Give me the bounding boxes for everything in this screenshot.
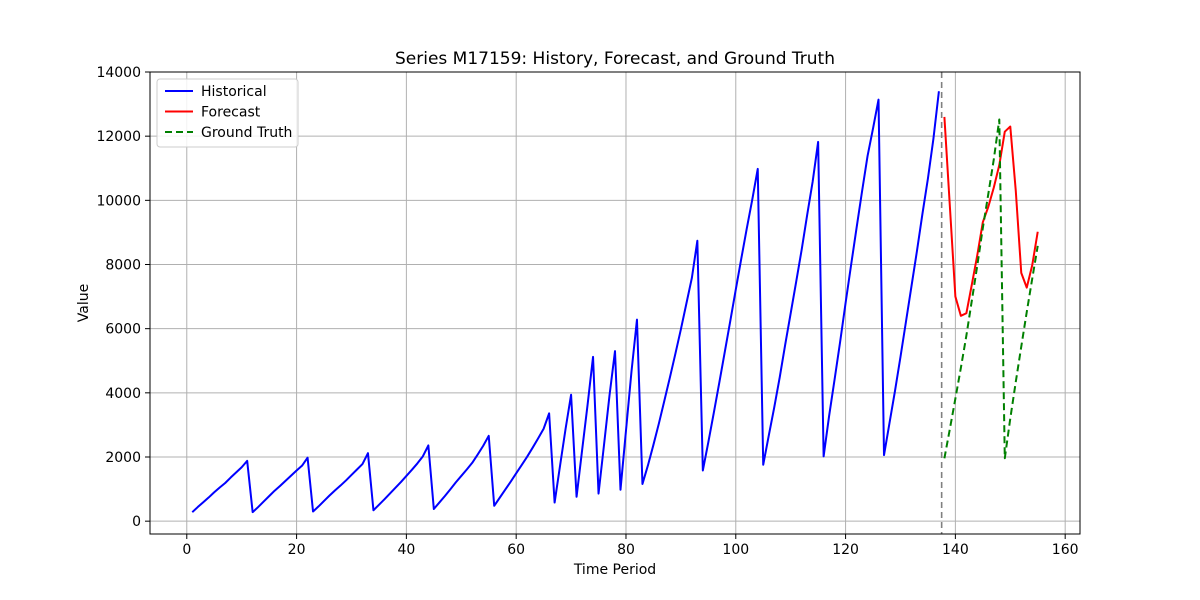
legend-label: Ground Truth xyxy=(201,125,292,141)
x-axis-label: Time Period xyxy=(573,562,656,578)
x-tick-label: 140 xyxy=(942,542,969,558)
x-tick-label: 100 xyxy=(722,542,749,558)
y-axis-label: Value xyxy=(76,284,92,322)
series-line-historical xyxy=(191,91,940,514)
y-tick-label: 10000 xyxy=(96,193,141,209)
legend-label: Historical xyxy=(201,84,267,100)
plot-frame xyxy=(149,71,1081,535)
y-tick-label: 4000 xyxy=(105,386,141,402)
x-tick-label: 0 xyxy=(182,542,191,558)
x-tick-label: 40 xyxy=(397,542,415,558)
legend-label: Forecast xyxy=(201,105,261,121)
y-tick-label: 12000 xyxy=(96,129,141,145)
legend: Historical Forecast Ground Truth xyxy=(156,78,299,148)
x-tick-label: 80 xyxy=(617,542,635,558)
grid xyxy=(150,71,1080,534)
y-tick-label: 8000 xyxy=(105,258,141,274)
y-tick-label: 6000 xyxy=(105,322,141,338)
series-group xyxy=(191,91,1039,514)
series-line-forecast xyxy=(943,116,1039,317)
y-tick-label: 0 xyxy=(132,514,141,530)
x-tick-label: 120 xyxy=(832,542,859,558)
chart-title: Series M17159: History, Forecast, and Gr… xyxy=(395,49,835,69)
x-tick-label: 60 xyxy=(507,542,525,558)
legend-box xyxy=(156,78,299,148)
y-tick-label: 14000 xyxy=(96,65,141,81)
x-tick-label: 160 xyxy=(1052,542,1079,558)
axis-ticks: 0 20 40 60 80 100 120 140 160 0 2000 4000 6000 8000 10… xyxy=(96,65,1078,558)
y-tick-label: 2000 xyxy=(105,450,141,466)
x-tick-label: 20 xyxy=(288,542,306,558)
